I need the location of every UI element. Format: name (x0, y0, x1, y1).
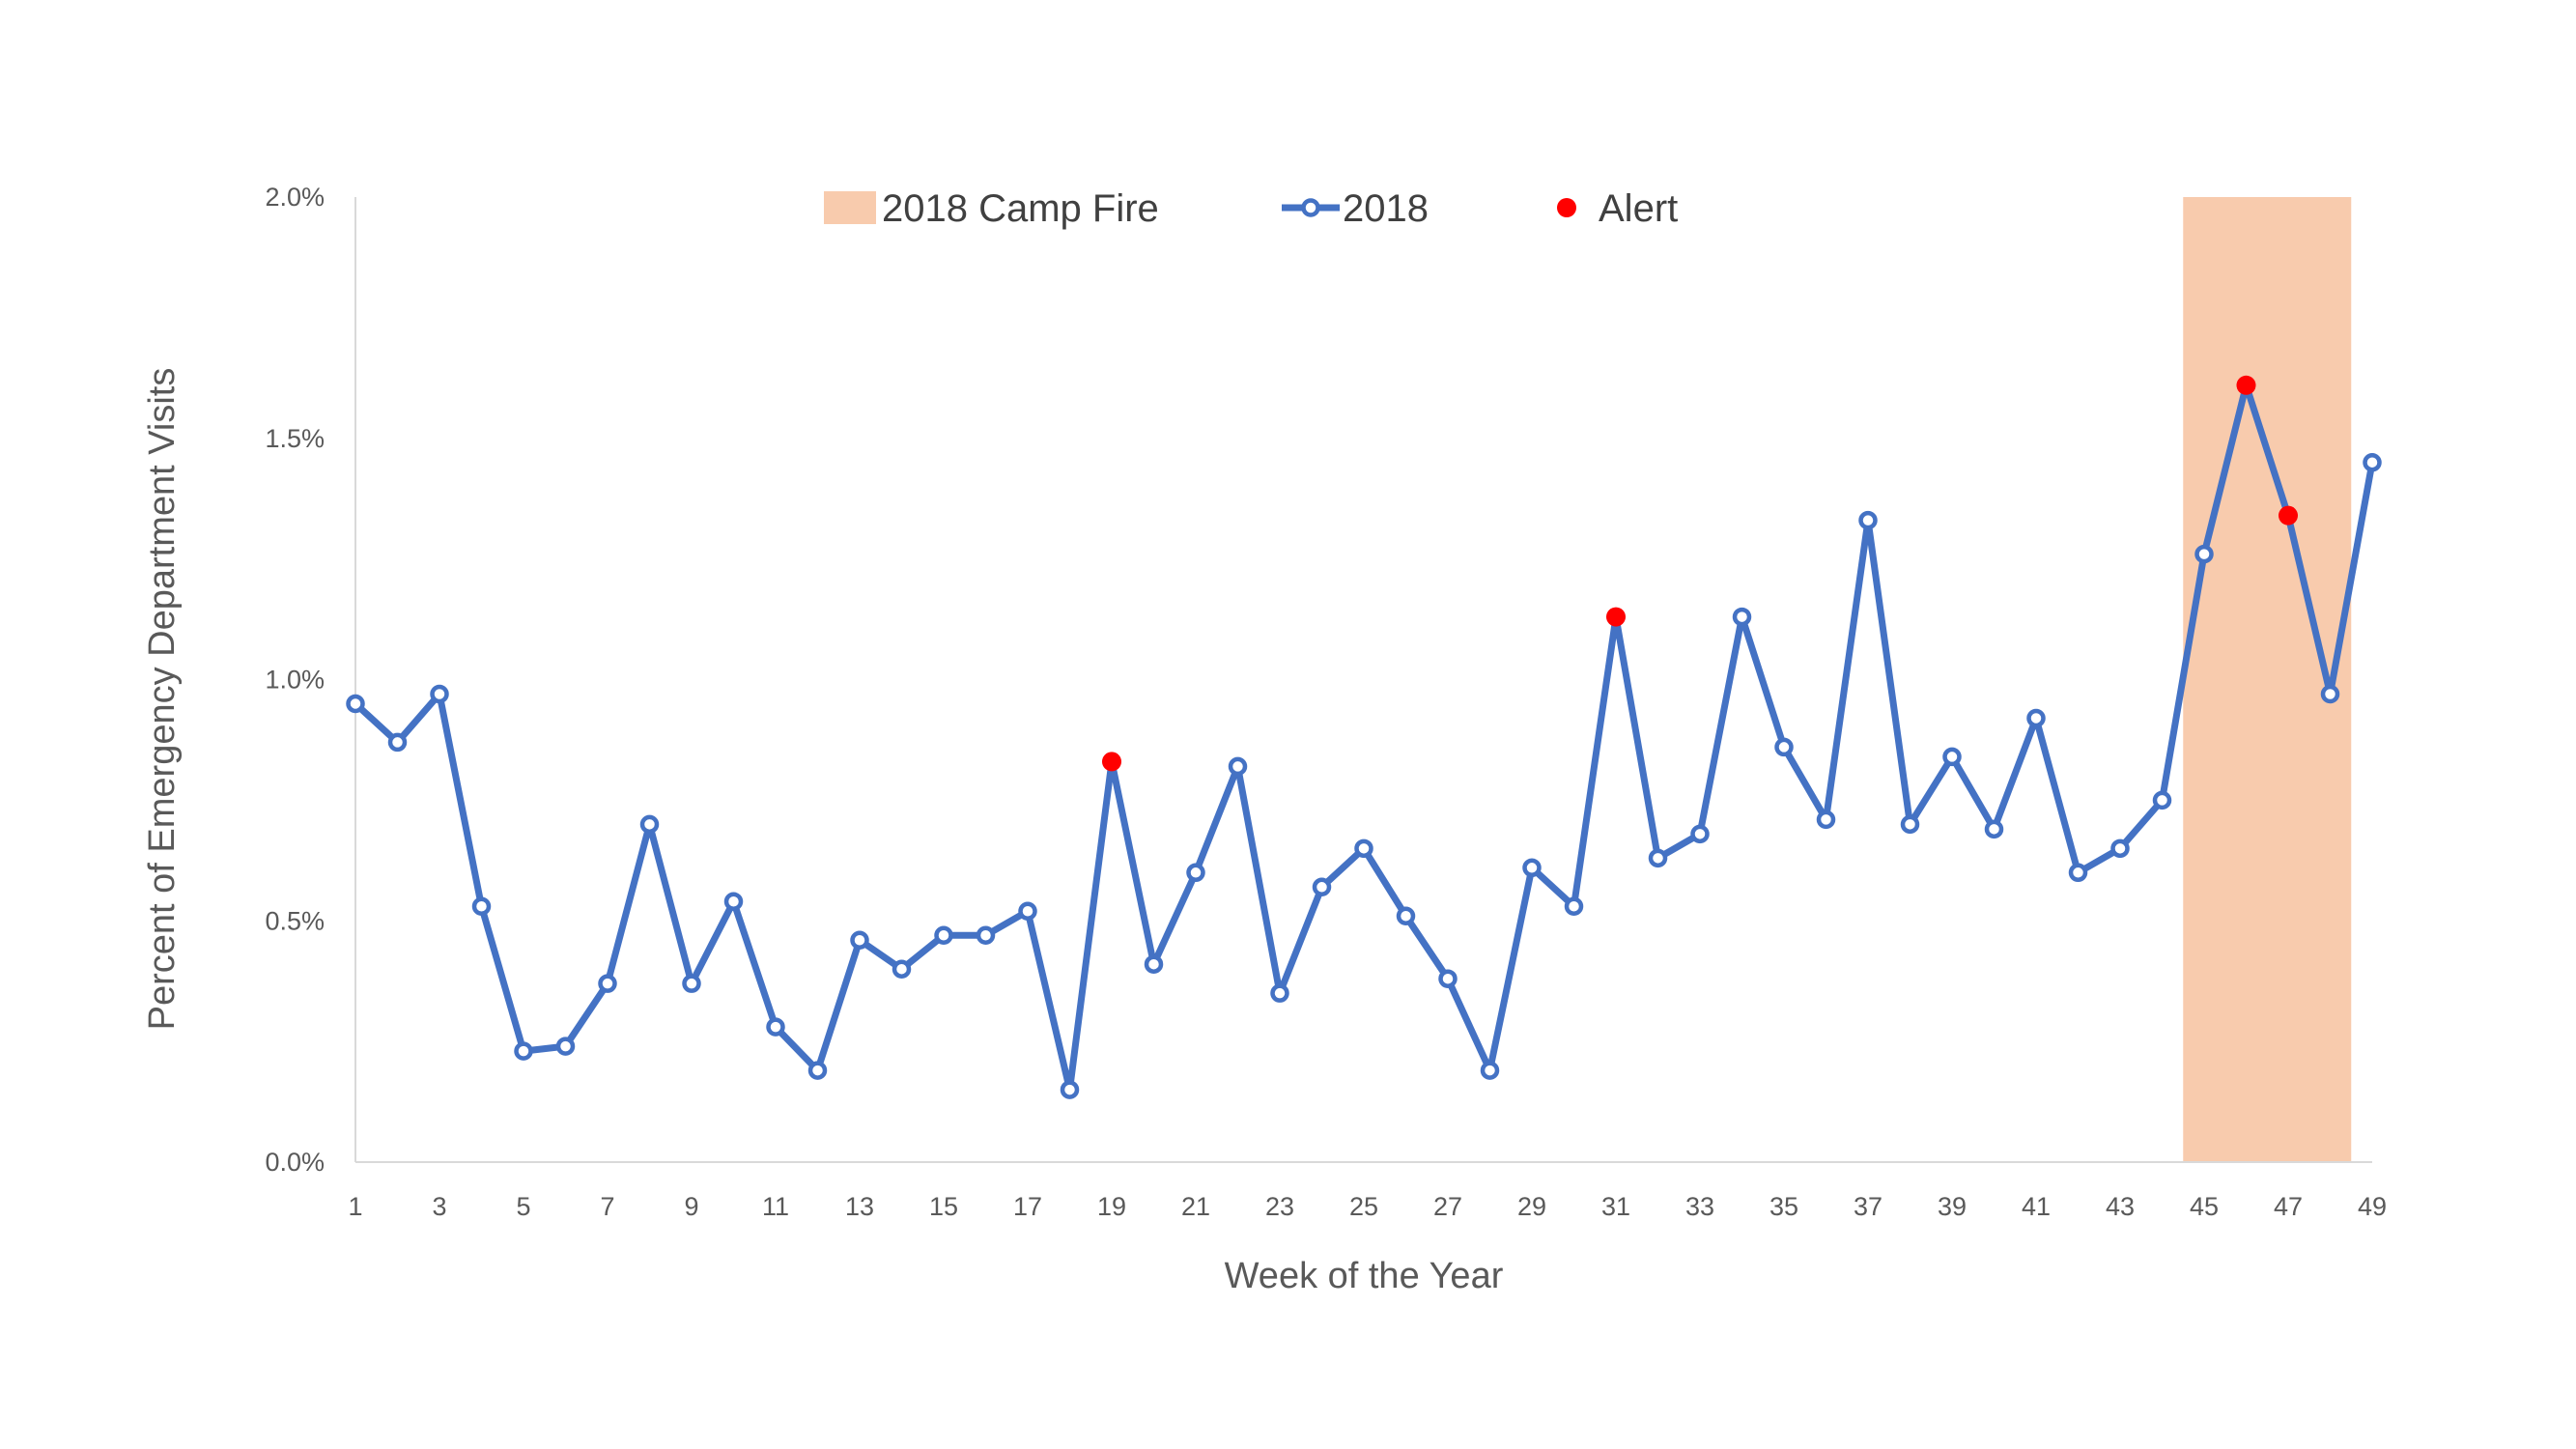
series-layer (346, 376, 2382, 1099)
x-tick-label: 41 (2022, 1192, 2051, 1221)
shaded-region-layer (2183, 197, 2352, 1162)
data-point (2068, 863, 2088, 883)
x-tick-label: 39 (1938, 1192, 1967, 1221)
data-point (1564, 896, 1584, 917)
y-tick-label: 1.5% (265, 424, 325, 453)
data-point (1438, 969, 1458, 988)
data-point (1396, 906, 1416, 926)
x-tick-label: 47 (2274, 1192, 2303, 1221)
data-point (2152, 790, 2172, 810)
legend: 2018 Camp Fire 2018 Alert (824, 187, 1678, 230)
data-point (1186, 863, 1205, 883)
alert-point (2236, 375, 2256, 395)
data-point (766, 1017, 785, 1037)
data-point (1480, 1061, 1500, 1080)
alert-point (1102, 752, 1121, 772)
x-tick-label: 21 (1181, 1192, 1210, 1221)
x-tick-label: 35 (1769, 1192, 1798, 1221)
camp-fire-shaded-region (2183, 197, 2352, 1162)
x-tick-label: 11 (762, 1192, 789, 1221)
data-point (1228, 756, 1248, 777)
y-tick-label: 0.5% (265, 906, 325, 935)
legend-swatch-camp-fire (824, 191, 876, 224)
y-tick-label: 0.0% (265, 1148, 325, 1177)
x-tick-label: 25 (1349, 1192, 1378, 1221)
legend-label-2018: 2018 (1343, 187, 1429, 230)
x-tick-label: 23 (1265, 1192, 1294, 1221)
data-point (555, 1037, 576, 1056)
data-point (1690, 824, 1710, 844)
x-tick-label: 3 (432, 1192, 446, 1221)
x-tick-label: 7 (600, 1192, 614, 1221)
x-tick-label: 15 (929, 1192, 958, 1221)
data-point (682, 974, 701, 993)
x-tick-label: 29 (1517, 1192, 1546, 1221)
data-point (1144, 954, 1164, 974)
data-point (471, 896, 492, 917)
data-point (2110, 838, 2130, 859)
x-tick-label: 19 (1097, 1192, 1126, 1221)
data-point (1816, 810, 1836, 830)
alert-point (1606, 607, 1626, 627)
data-point (934, 925, 953, 945)
x-tick-label: 5 (516, 1192, 530, 1221)
y-tick-label: 1.0% (265, 666, 325, 695)
data-point (430, 684, 449, 704)
x-tick-label: 1 (348, 1192, 362, 1221)
x-tick-label: 31 (1601, 1192, 1630, 1221)
data-point (2320, 684, 2340, 704)
x-tick-label: 13 (845, 1192, 874, 1221)
data-point (1270, 983, 1289, 1003)
data-point (1858, 510, 1878, 530)
x-tick-label: 17 (1013, 1192, 1042, 1221)
legend-label-alert: Alert (1599, 187, 1678, 230)
data-point (723, 892, 744, 912)
x-tick-label: 9 (684, 1192, 698, 1221)
data-point (1060, 1080, 1080, 1099)
data-point (1942, 747, 1962, 767)
data-point (346, 694, 365, 714)
data-point (514, 1041, 533, 1061)
data-point (387, 732, 408, 753)
data-point (1774, 737, 1794, 757)
data-point (2026, 708, 2046, 728)
data-point (892, 959, 912, 979)
x-tick-label: 49 (2358, 1192, 2387, 1221)
x-axis-title: Week of the Year (1225, 1256, 1504, 1296)
alert-layer (1102, 375, 2298, 772)
data-point (598, 974, 617, 993)
data-point (2363, 452, 2382, 472)
y-tick-label: 2.0% (265, 183, 325, 212)
x-tick-label: 43 (2106, 1192, 2135, 1221)
series-line-2018 (352, 382, 2376, 1094)
data-point (1522, 858, 1542, 878)
alert-point (2279, 505, 2298, 526)
x-tick-label: 37 (1854, 1192, 1882, 1221)
data-point (1984, 819, 2004, 839)
data-point (1018, 901, 1037, 922)
data-point (639, 814, 660, 835)
data-point (1312, 877, 1332, 897)
data-point (1732, 607, 1752, 627)
legend-swatch-2018-marker (1301, 198, 1320, 217)
legend-label-camp-fire: 2018 Camp Fire (882, 187, 1159, 230)
data-point (2194, 544, 2214, 564)
data-point (1900, 814, 1920, 835)
axes-layer: 0.0%0.5%1.0%1.5%2.0%1 3 5 7 9 11 13 15 17 19 21 23 2… (265, 183, 2387, 1221)
data-point (976, 925, 996, 945)
data-point (1354, 838, 1373, 859)
x-tick-label: 27 (1433, 1192, 1462, 1221)
y-axis-title: Percent of Emergency Department Visits (142, 368, 183, 1031)
data-point (807, 1061, 828, 1080)
data-point (850, 930, 869, 950)
x-tick-label: 33 (1685, 1192, 1714, 1221)
x-tick-label: 45 (2190, 1192, 2219, 1221)
data-point (1648, 848, 1668, 868)
legend-swatch-alert (1557, 198, 1576, 217)
